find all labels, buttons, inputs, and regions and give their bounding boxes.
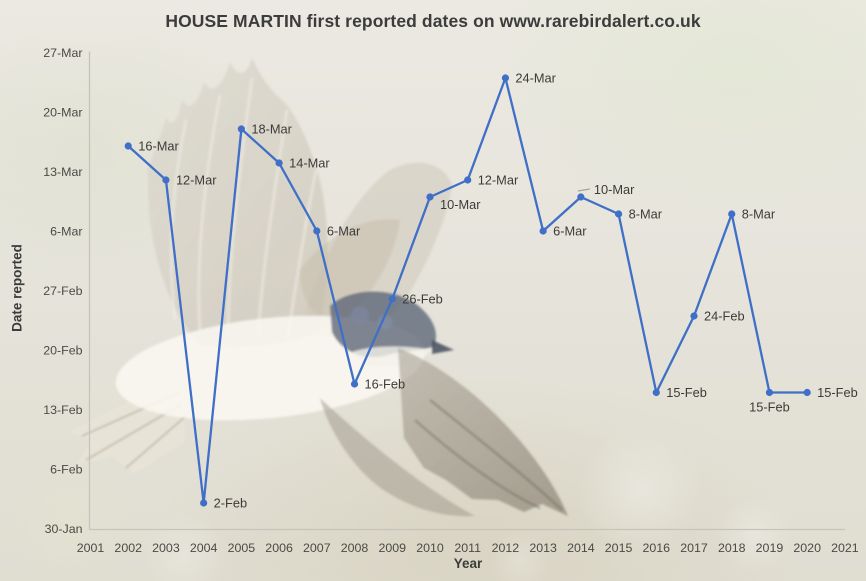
data-point-2015 <box>614 210 623 218</box>
data-point-2008 <box>350 380 359 388</box>
label-leader-line <box>577 188 590 192</box>
bird-lower-wing <box>398 348 568 516</box>
data-point-2019 <box>765 388 774 397</box>
x-tick-label: 2010 <box>416 541 444 555</box>
x-tick-label: 2018 <box>718 541 746 555</box>
data-label-2015: 8-Mar <box>629 207 663 222</box>
data-point-2010 <box>426 193 434 201</box>
x-tick-label: 2019 <box>756 541 784 555</box>
data-point-2012 <box>501 74 510 82</box>
x-tick-label: 2003 <box>152 541 180 555</box>
data-point-2005 <box>237 125 245 133</box>
data-point-2011 <box>464 176 472 184</box>
data-point-2003 <box>162 176 170 184</box>
data-label-2012: 24-Mar <box>515 71 556 86</box>
y-tick-label: 13-Feb <box>43 403 82 417</box>
y-tick-label: 27-Feb <box>43 284 82 298</box>
data-point-2020 <box>803 388 811 397</box>
x-tick-label: 2008 <box>341 541 369 555</box>
y-tick-label: 20-Mar <box>43 106 82 120</box>
x-tick-label: 2014 <box>567 541 595 555</box>
data-label-2007: 6-Mar <box>327 224 361 239</box>
chart-title: HOUSE MARTIN first reported dates on www… <box>165 11 701 31</box>
data-point-2013 <box>539 227 547 235</box>
data-label-2020: 15-Feb <box>817 385 858 400</box>
x-tick-label: 2002 <box>114 541 142 555</box>
x-tick-label: 2017 <box>680 541 708 555</box>
data-point-2006 <box>275 159 283 167</box>
data-point-2017 <box>690 312 698 320</box>
data-label-2010: 10-Mar <box>440 197 481 212</box>
x-tick-label: 2004 <box>190 541 218 555</box>
x-tick-label: 2015 <box>605 541 633 555</box>
data-label-2018: 8-Mar <box>742 207 776 222</box>
data-label-2014: 10-Mar <box>594 182 635 197</box>
x-axis-title: Year <box>453 556 483 571</box>
x-tick-label: 2005 <box>228 541 256 555</box>
data-label-2008: 16-Feb <box>365 377 406 392</box>
data-point-2018 <box>728 210 736 218</box>
data-point-2002 <box>124 142 132 150</box>
x-tick-label: 2006 <box>265 541 293 555</box>
data-label-2004: 2-Feb <box>214 496 247 511</box>
x-tick-label: 2009 <box>378 541 406 555</box>
data-label-2017: 24-Feb <box>704 309 745 324</box>
y-tick-label: 20-Feb <box>43 344 82 358</box>
data-point-2016 <box>652 388 660 397</box>
data-label-2009: 26-Feb <box>402 292 443 307</box>
data-label-2011: 12-Mar <box>478 173 519 188</box>
data-label-2013: 6-Mar <box>553 224 587 239</box>
x-tick-label: 2011 <box>454 541 481 555</box>
y-tick-label: 6-Mar <box>50 225 82 239</box>
x-tick-label: 2021 <box>831 541 859 555</box>
x-tick-label: 2013 <box>529 541 557 555</box>
data-label-2019: 15-Feb <box>749 400 790 415</box>
bird-beak <box>432 340 454 354</box>
data-label-2006: 14-Mar <box>289 156 330 171</box>
y-tick-label: 27-Mar <box>43 46 82 60</box>
data-label-2003: 12-Mar <box>176 173 217 188</box>
x-tick-label: 2001 <box>77 541 105 555</box>
x-tick-label: 2016 <box>643 541 671 555</box>
data-label-2005: 18-Mar <box>251 122 292 137</box>
data-point-2004 <box>200 499 208 507</box>
data-label-2002: 16-Mar <box>138 139 179 154</box>
data-label-2016: 15-Feb <box>666 385 707 400</box>
x-tick-label: 2012 <box>492 541 520 555</box>
x-tick-label: 2007 <box>303 541 331 555</box>
data-point-2014 <box>577 193 585 201</box>
y-tick-label: 13-Mar <box>43 165 82 179</box>
y-tick-label: 6-Feb <box>50 463 82 477</box>
data-point-2007 <box>313 227 321 235</box>
data-point-2009 <box>388 295 396 303</box>
series-line <box>127 76 809 505</box>
y-tick-label: 30-Jan <box>45 522 83 536</box>
x-tick-label: 2020 <box>793 541 821 555</box>
